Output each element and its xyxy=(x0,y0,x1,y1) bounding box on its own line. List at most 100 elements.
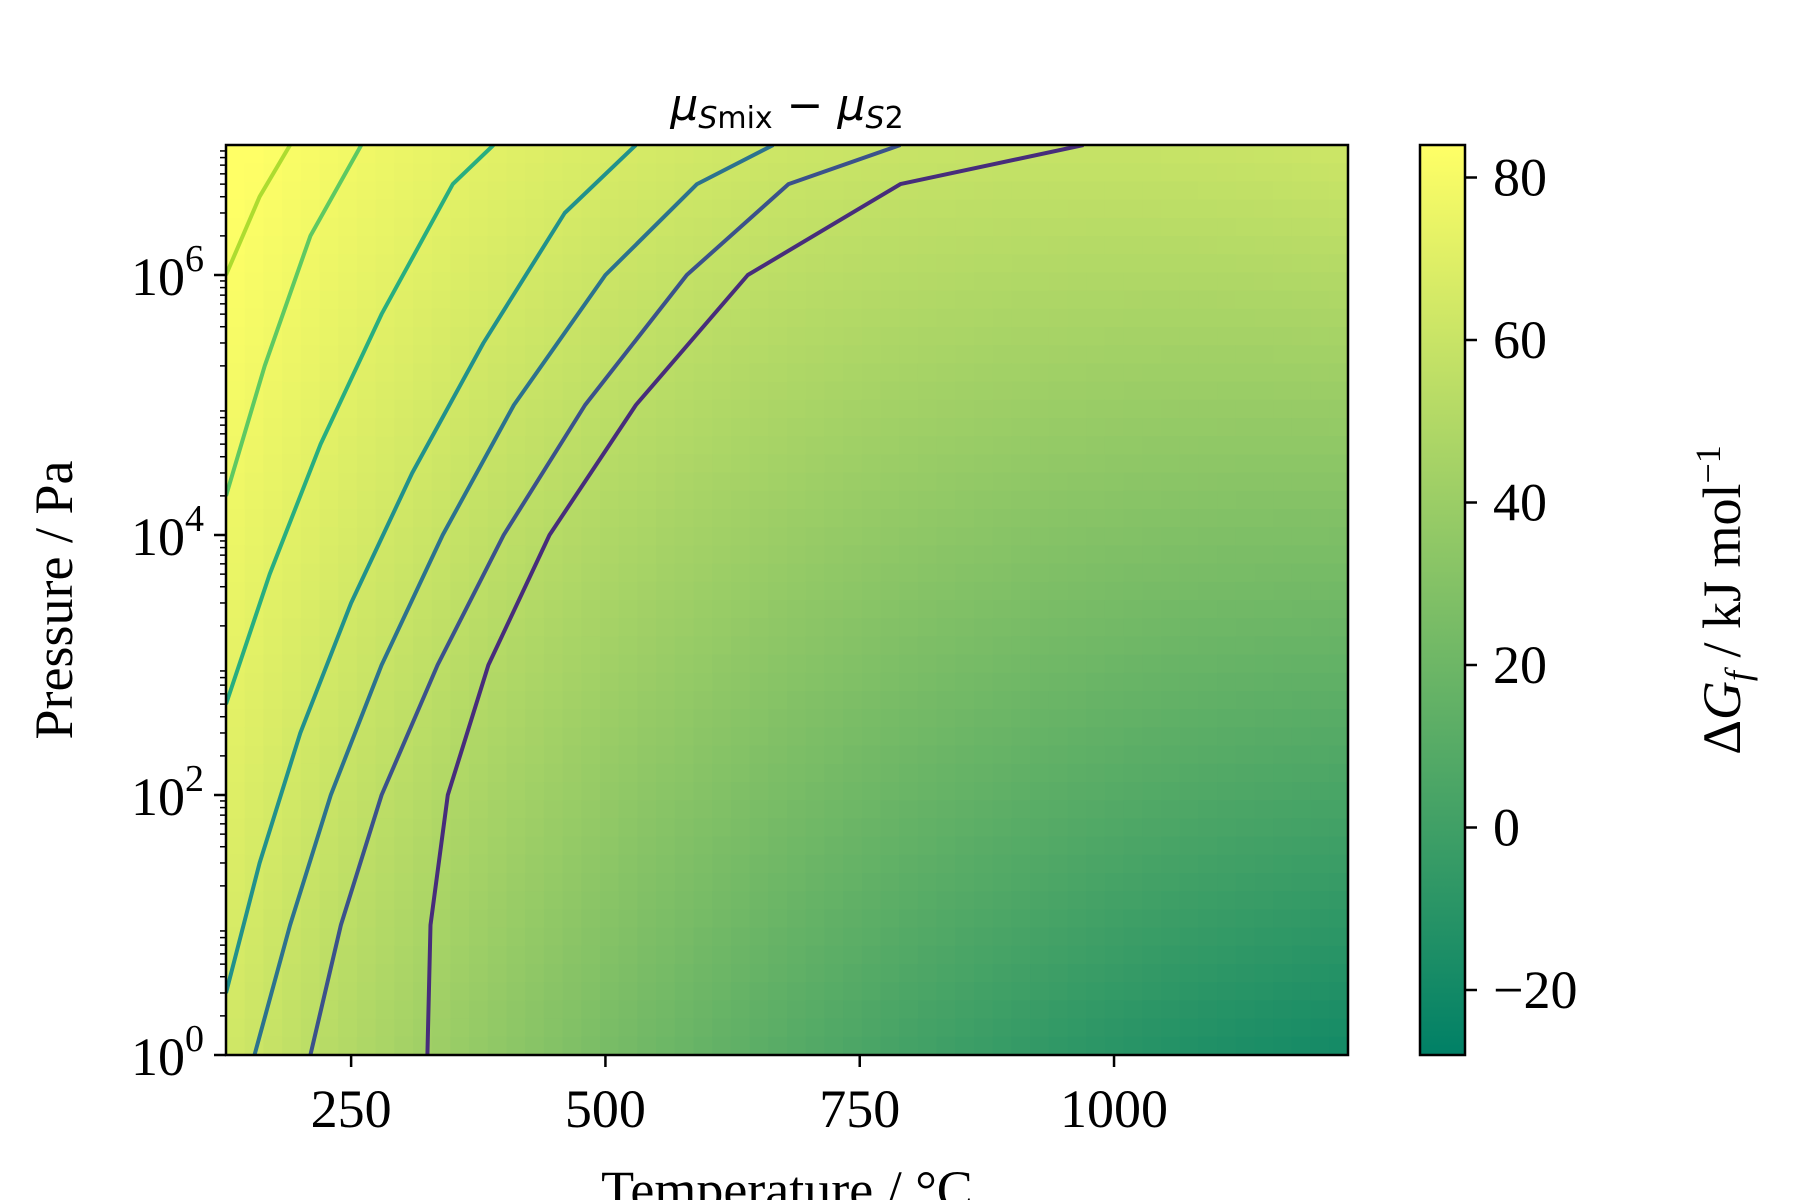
heatmap-cell xyxy=(525,290,545,310)
heatmap-cell xyxy=(917,600,938,619)
heatmap-cell xyxy=(1067,672,1087,692)
heatmap-cell xyxy=(1123,927,1143,947)
heatmap-cell xyxy=(431,490,451,510)
heatmap-cell xyxy=(394,236,414,255)
heatmap-cell xyxy=(600,217,620,237)
heatmap-cell xyxy=(899,509,919,528)
heatmap-cell xyxy=(656,345,676,364)
heatmap-cell xyxy=(487,909,508,929)
heatmap-cell xyxy=(1161,709,1181,728)
heatmap-cell xyxy=(637,199,657,219)
heatmap-cell xyxy=(1217,763,1237,783)
heatmap-cell xyxy=(1291,1036,1312,1055)
heatmap-cell xyxy=(1142,727,1162,747)
heatmap-cell xyxy=(712,490,732,510)
heatmap-cell xyxy=(768,217,788,237)
heatmap-cell xyxy=(843,290,863,310)
heatmap-cell xyxy=(693,763,713,783)
heatmap-cell xyxy=(375,199,395,219)
heatmap-cell xyxy=(450,891,470,910)
heatmap-cell xyxy=(1273,782,1293,801)
heatmap-cell xyxy=(824,509,844,528)
heatmap-cell xyxy=(338,927,358,947)
heatmap-cell xyxy=(1048,472,1069,492)
heatmap-cell xyxy=(1067,509,1087,528)
heatmap-cell xyxy=(1161,308,1181,328)
heatmap-cell xyxy=(1291,745,1312,765)
heatmap-cell xyxy=(1329,782,1348,801)
heatmap-cell xyxy=(637,399,657,419)
heatmap-cell xyxy=(880,927,900,947)
heatmap-cell xyxy=(805,964,825,983)
heatmap-cell xyxy=(1067,964,1087,983)
heatmap-cell xyxy=(450,1018,470,1038)
heatmap-cell xyxy=(469,199,489,219)
heatmap-cell xyxy=(282,654,302,674)
heatmap-cell xyxy=(1291,145,1312,164)
heatmap-cell xyxy=(356,654,377,674)
heatmap-cell xyxy=(1254,1018,1274,1038)
heatmap-cell xyxy=(600,381,620,401)
heatmap-cell xyxy=(917,236,938,255)
heatmap-cell xyxy=(936,854,956,874)
heatmap-cell xyxy=(992,600,1012,619)
heatmap-cell xyxy=(1217,181,1237,201)
heatmap-cell xyxy=(1329,927,1348,947)
heatmap-cell xyxy=(375,909,395,929)
heatmap-cell xyxy=(618,782,638,801)
heatmap-cell xyxy=(1217,782,1237,801)
heatmap-cell xyxy=(1254,454,1274,474)
heatmap-cell xyxy=(749,964,769,983)
heatmap-cell xyxy=(936,272,956,292)
heatmap-cell xyxy=(487,563,508,583)
heatmap-cell xyxy=(450,217,470,237)
heatmap-cell xyxy=(917,254,938,273)
heatmap-cell xyxy=(992,709,1012,728)
heatmap-cell xyxy=(581,1018,601,1038)
heatmap-cell xyxy=(824,600,844,619)
heatmap-cell xyxy=(749,618,769,637)
heatmap-cell xyxy=(618,891,638,910)
heatmap-cell xyxy=(618,399,638,419)
heatmap-cell xyxy=(656,945,676,965)
heatmap-cell xyxy=(992,563,1012,583)
heatmap-cell xyxy=(263,418,283,437)
heatmap-cell xyxy=(600,836,620,856)
heatmap-cell xyxy=(525,454,545,474)
heatmap-cell xyxy=(450,873,470,892)
heatmap-cell xyxy=(693,145,713,164)
heatmap-cell xyxy=(319,672,339,692)
heatmap-cell xyxy=(1086,691,1106,710)
heatmap-cell xyxy=(1123,454,1143,474)
heatmap-cell xyxy=(1086,290,1106,310)
heatmap-cell xyxy=(749,709,769,728)
heatmap-cell xyxy=(656,745,676,765)
heatmap-cell xyxy=(226,727,246,747)
heatmap-cell xyxy=(1217,381,1237,401)
heatmap-cell xyxy=(899,691,919,710)
heatmap-cell xyxy=(1030,181,1050,201)
heatmap-cell xyxy=(1291,163,1312,182)
heatmap-cell xyxy=(394,800,414,819)
heatmap-cell xyxy=(263,636,283,656)
heatmap-cell xyxy=(487,873,508,892)
heatmap-cell xyxy=(487,709,508,728)
heatmap-cell xyxy=(375,727,395,747)
heatmap-cell xyxy=(936,581,956,601)
heatmap-cell xyxy=(637,982,657,1001)
heatmap-cell xyxy=(787,964,807,983)
heatmap-cell xyxy=(581,163,601,182)
heatmap-cell xyxy=(1086,854,1106,874)
heatmap-cell xyxy=(1048,709,1069,728)
heatmap-cell xyxy=(469,363,489,383)
heatmap-cell xyxy=(936,709,956,728)
heatmap-cell xyxy=(749,909,769,929)
heatmap-cell xyxy=(1291,727,1312,747)
heatmap-cell xyxy=(375,691,395,710)
heatmap-cell xyxy=(637,600,657,619)
heatmap-cell xyxy=(1086,163,1106,182)
heatmap-cell xyxy=(674,873,695,892)
heatmap-cell xyxy=(543,199,564,219)
heatmap-cell xyxy=(431,363,451,383)
heatmap-cell xyxy=(356,509,377,528)
